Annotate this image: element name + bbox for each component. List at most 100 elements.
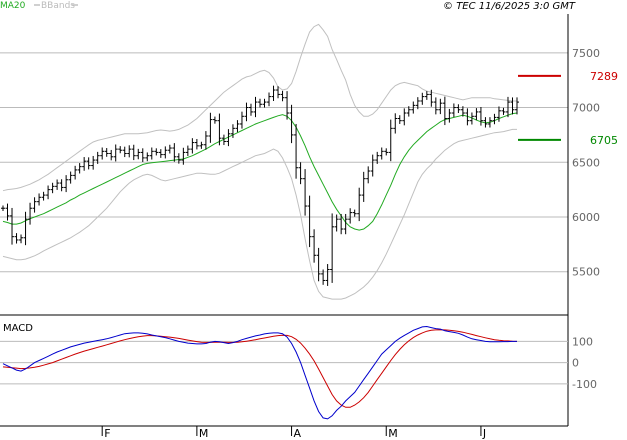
price-bar — [325, 264, 330, 286]
price-bar — [73, 165, 78, 180]
price-bar — [113, 144, 118, 162]
price-bar — [285, 91, 290, 120]
price-bar — [167, 144, 172, 154]
price-bar — [199, 141, 204, 149]
price-y-tick-label: 7000 — [572, 102, 600, 115]
price-bar — [271, 85, 276, 101]
price-bar — [420, 92, 425, 105]
price-bar — [510, 97, 515, 115]
price-level-markers: 7289 6705 — [518, 70, 618, 147]
level-marker-label: 6705 — [590, 134, 618, 147]
ma20-line — [2, 112, 518, 231]
price-bar — [203, 131, 208, 150]
price-bar — [122, 146, 127, 158]
price-bar — [91, 155, 96, 170]
price-bar — [406, 106, 411, 117]
macd-y-tick-label: 100 — [572, 335, 593, 348]
price-bar — [149, 147, 154, 160]
copyright-text: © TEC 11/6/2025 3:0 GMT — [443, 1, 576, 12]
price-bar — [334, 214, 339, 232]
price-bar — [465, 108, 470, 126]
price-bar — [131, 144, 136, 161]
price-bar — [77, 163, 82, 174]
x-axis-label: F — [104, 427, 110, 440]
price-bar — [451, 103, 456, 118]
price-bar — [280, 90, 285, 102]
macd-y-tick-label: -100 — [572, 378, 597, 391]
price-bar — [136, 148, 141, 160]
price-y-tick-label: 5500 — [572, 266, 600, 279]
price-bar — [55, 179, 60, 190]
price-bar — [438, 98, 443, 115]
price-bar — [248, 103, 253, 116]
price-bar — [262, 98, 267, 108]
price-bar — [442, 96, 447, 126]
price-bar — [82, 157, 87, 171]
price-bar — [429, 89, 434, 107]
price-bar — [348, 208, 353, 224]
price-bars — [1, 85, 519, 286]
legend: MA20 BBands — [0, 1, 78, 11]
price-bar — [118, 146, 123, 154]
price-bar — [176, 153, 181, 164]
price-y-tick-label: 6500 — [572, 156, 600, 169]
price-bar — [375, 151, 380, 164]
price-bar — [298, 162, 303, 185]
macd-gridlines — [0, 340, 568, 385]
price-bar — [28, 202, 33, 225]
macd-y-tick-label: 0 — [572, 357, 579, 370]
price-bar — [492, 113, 497, 125]
price-bar — [109, 149, 114, 161]
price-bar — [388, 119, 393, 162]
price-bar — [501, 107, 506, 115]
price-bar — [447, 108, 452, 123]
price-bar — [127, 145, 132, 158]
price-bar — [64, 175, 69, 193]
price-bar — [411, 101, 416, 114]
x-axis-label: M — [388, 427, 398, 440]
price-bar — [190, 138, 195, 154]
price-bar — [23, 211, 28, 246]
price-bar — [14, 233, 19, 244]
price-bar — [505, 96, 510, 118]
price-bar — [496, 106, 501, 122]
price-bar — [370, 154, 375, 177]
price-bar — [221, 134, 226, 146]
price-bar — [253, 96, 258, 118]
price-bar — [289, 104, 294, 144]
price-bar — [433, 97, 438, 115]
price-bar — [303, 169, 308, 216]
price-bar — [357, 187, 362, 222]
price-bar — [19, 234, 24, 244]
price-bar — [483, 117, 488, 128]
price-bar — [307, 195, 312, 248]
price-bar — [267, 92, 272, 107]
price-bar — [163, 146, 168, 159]
macd-title: MACD — [3, 323, 33, 334]
price-bar — [474, 108, 479, 121]
price-bar — [456, 104, 461, 114]
price-y-tick-label: 6000 — [572, 211, 600, 224]
bollinger-bands — [2, 23, 517, 300]
price-bar — [217, 113, 222, 146]
price-bar — [68, 171, 73, 184]
price-bar — [397, 115, 402, 124]
price-bar — [478, 107, 483, 126]
price-bar — [424, 91, 429, 100]
price-bar — [154, 148, 159, 156]
price-bar — [172, 143, 177, 162]
price-bar — [41, 191, 46, 201]
price-bar — [235, 120, 240, 133]
price-bar — [104, 148, 109, 157]
price-bar — [158, 149, 163, 158]
macd-y-tick-labels: 100 0 -100 — [572, 335, 597, 391]
legend-bbands-label: BBands — [41, 1, 75, 11]
price-bar — [208, 112, 213, 143]
price-bar — [366, 166, 371, 184]
price-bar — [258, 98, 262, 108]
level-marker-label: 7289 — [590, 70, 618, 83]
price-bar — [194, 139, 199, 150]
price-bar — [185, 145, 190, 156]
